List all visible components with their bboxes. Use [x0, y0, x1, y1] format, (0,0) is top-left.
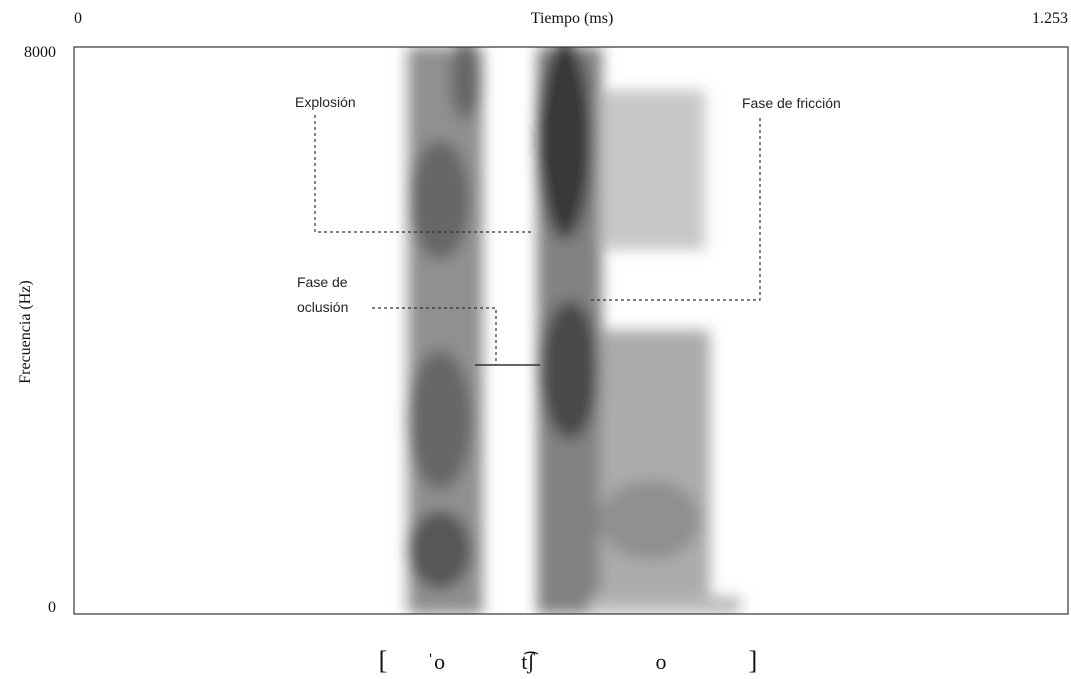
y-top-label: 8000	[24, 44, 56, 61]
transcription-symbol: t͡ʃ	[521, 649, 538, 674]
explosion-leader	[314, 115, 533, 233]
annotation-friction: Fase de fricción	[742, 95, 841, 111]
x-axis-title: Tiempo (ms)	[531, 10, 614, 27]
friction-leader	[588, 118, 761, 301]
annotation-explosion: Explosión	[295, 94, 356, 110]
x-end-label: 1.253	[1032, 10, 1068, 27]
transcription-symbol: ]	[749, 646, 758, 675]
annotation-occlusion-line: oclusión	[297, 299, 348, 315]
annotation-occlusion-line: Fase de	[297, 274, 348, 290]
x-start-label: 0	[74, 10, 82, 27]
y-bottom-label: 0	[48, 599, 56, 616]
plot-frame	[73, 46, 1069, 615]
transcription-symbol: [	[379, 646, 388, 675]
y-axis-title: Frecuencia (Hz)	[17, 280, 34, 384]
occlusion-leader	[372, 307, 497, 365]
transcription-symbol: ˈo	[427, 649, 445, 674]
transcription-symbol: o	[656, 649, 667, 674]
spectrogram	[405, 47, 745, 614]
